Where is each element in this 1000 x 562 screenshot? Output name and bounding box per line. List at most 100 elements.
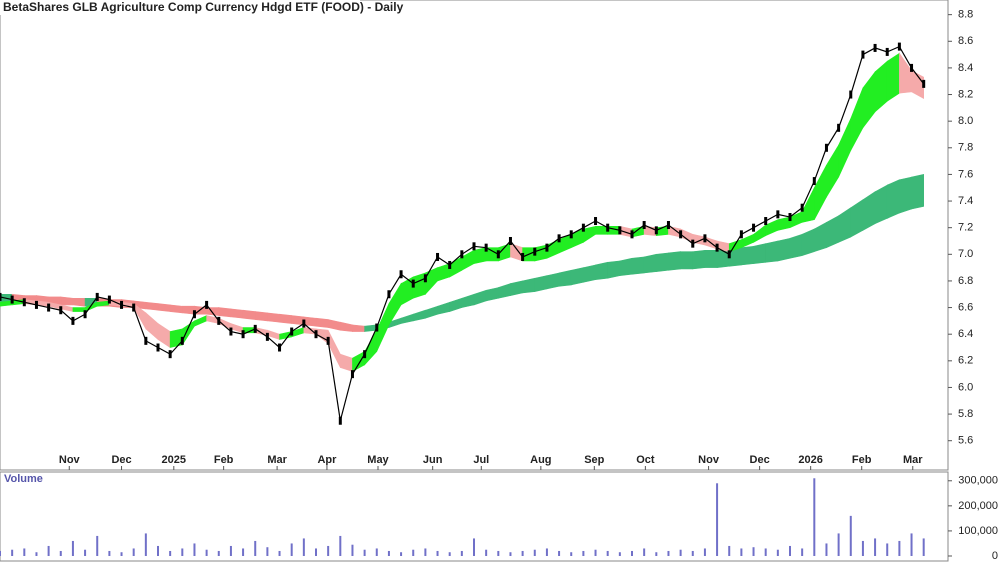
volume-bar — [703, 548, 706, 556]
volume-bar — [922, 538, 925, 556]
price-mark — [302, 319, 306, 328]
price-mark — [484, 243, 488, 252]
price-mark — [375, 323, 379, 332]
price-mark — [107, 295, 111, 304]
price-mark — [399, 270, 403, 279]
price-mark — [569, 230, 573, 239]
volume-bar — [436, 550, 439, 556]
volume-bar — [643, 548, 646, 556]
price-mark — [168, 350, 172, 359]
moving-average-band — [741, 245, 754, 266]
volume-bar — [509, 552, 512, 556]
volume-bar — [242, 548, 245, 556]
x-tick-label: Jul — [473, 454, 489, 466]
y-tick-label: 8.2 — [958, 88, 973, 100]
price-mark — [229, 327, 233, 336]
moving-average-band — [595, 261, 608, 280]
x-tick-label: Jun — [423, 454, 443, 466]
volume-bar — [387, 550, 390, 556]
volume-bar — [898, 540, 901, 556]
price-mark — [521, 252, 525, 261]
volume-bar — [290, 543, 293, 556]
x-tick-label: Nov — [698, 454, 720, 466]
y-tick-label: 7.6 — [958, 168, 973, 180]
moving-average-band — [60, 296, 74, 306]
x-tick-label: May — [367, 454, 389, 466]
y-tick-label: 8.6 — [958, 35, 973, 47]
price-mark — [436, 252, 440, 261]
price-mark — [703, 234, 707, 243]
volume-bar — [789, 545, 791, 556]
moving-average-band — [254, 311, 268, 322]
volume-bar — [412, 549, 415, 556]
price-mark — [557, 234, 561, 243]
volume-bar — [582, 550, 585, 556]
price-mark — [350, 370, 354, 379]
volume-bar — [302, 538, 305, 556]
volume-bar — [108, 550, 111, 556]
x-tick-label: 2026 — [798, 454, 822, 466]
volume-bar — [181, 548, 184, 556]
volume-bar — [837, 533, 840, 556]
y-tick-label: 6.2 — [958, 355, 973, 367]
price-mark — [727, 250, 731, 259]
price-mark — [691, 239, 695, 248]
price-mark — [0, 292, 2, 301]
price-mark — [897, 42, 901, 51]
volume-bar — [825, 543, 828, 556]
moving-average-band — [546, 272, 560, 290]
price-mark — [338, 416, 342, 425]
volume-bar — [473, 538, 475, 556]
moving-average-band — [777, 216, 791, 231]
price-mark — [290, 327, 294, 336]
price-mark — [314, 330, 318, 339]
volume-bar — [874, 538, 877, 556]
moving-average-band — [607, 260, 621, 279]
moving-average-band — [72, 307, 86, 312]
y-tick-label: 300,000 — [958, 475, 998, 487]
price-mark — [922, 79, 926, 88]
volume-bar — [752, 547, 755, 556]
price-mark — [278, 343, 282, 352]
price-mark — [326, 336, 330, 345]
volume-bar — [35, 552, 38, 556]
x-tick-label: Apr — [317, 454, 337, 466]
volume-title: Volume — [4, 473, 43, 485]
volume-bar — [606, 550, 609, 556]
volume-bar — [655, 552, 658, 556]
y-tick-label: 7.8 — [958, 142, 973, 154]
price-mark — [144, 336, 148, 345]
moving-average-band — [558, 269, 572, 287]
price-mark — [849, 90, 853, 99]
volume-bar — [424, 548, 427, 556]
x-tick-label: Feb — [852, 454, 872, 466]
price-mark — [217, 316, 221, 325]
volume-bar — [193, 543, 196, 556]
y-tick-label: 7.0 — [958, 248, 973, 260]
price-mark — [837, 123, 841, 132]
volume-bar — [728, 545, 731, 556]
price-mark — [59, 306, 63, 315]
volume-bar — [594, 549, 597, 556]
volume-bar — [84, 549, 87, 556]
volume-bar — [558, 550, 561, 556]
y-tick-label: 6.8 — [958, 275, 973, 287]
volume-bar — [47, 545, 50, 556]
price-mark — [533, 247, 537, 256]
volume-bar — [886, 543, 889, 556]
moving-average-band — [886, 179, 900, 219]
moving-average-band — [534, 244, 548, 262]
volume-bar — [23, 548, 26, 556]
chart-title: BetaShares GLB Agriculture Comp Currency… — [3, 0, 404, 14]
volume-bar — [144, 533, 147, 556]
price-mark — [606, 223, 610, 232]
moving-average-band — [485, 287, 499, 302]
moving-average-band — [242, 309, 256, 320]
moving-average-band — [680, 251, 694, 270]
y-tick-label: 8.0 — [958, 115, 973, 127]
moving-average-band — [218, 307, 232, 318]
price-mark — [156, 343, 160, 352]
price-mark — [205, 300, 209, 309]
